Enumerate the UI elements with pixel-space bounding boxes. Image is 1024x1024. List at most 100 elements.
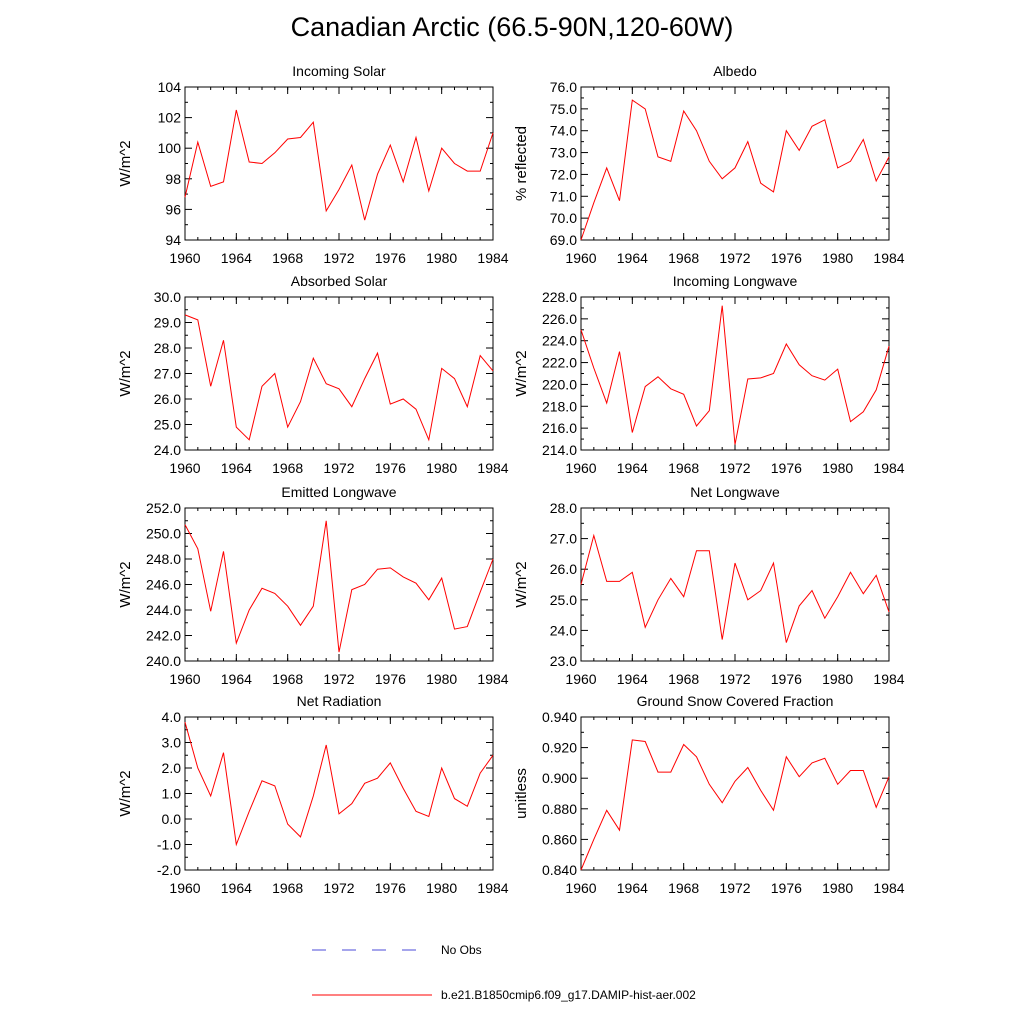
y-tick-label: 27.0 [154, 366, 181, 382]
series-line [580, 533, 890, 643]
x-tick-label: 1984 [477, 880, 508, 896]
x-tick-label: 1972 [719, 671, 750, 687]
y-axis-label: unitless [513, 768, 530, 819]
y-tick-label: 104 [158, 79, 182, 95]
plot-frame [580, 86, 890, 241]
x-tick-label: 1976 [771, 671, 802, 687]
x-tick-label: 1960 [169, 460, 200, 476]
y-tick-label: 0.920 [542, 740, 577, 756]
y-tick-label: 25.0 [550, 592, 577, 608]
x-tick-label: 1964 [617, 880, 648, 896]
x-tick-label: 1976 [771, 880, 802, 896]
panel-albedo: Albedo % reflected 1960 1964 1968 1972 1976 198… [513, 63, 905, 266]
y-tick-label: 216.0 [542, 420, 577, 436]
legend-label-no-obs: No Obs [441, 943, 482, 957]
y-tick-label: 242.0 [146, 628, 181, 644]
panel-title: Ground Snow Covered Fraction [637, 693, 834, 709]
series-line [184, 314, 494, 442]
y-tick-label: 220.0 [542, 376, 577, 392]
panel-title: Absorbed Solar [291, 273, 388, 289]
y-tick-label: 226.0 [542, 311, 577, 327]
y-tick-label: 244.0 [146, 602, 181, 618]
y-tick-label: 28.0 [550, 500, 577, 516]
figure-title: Canadian Arctic (66.5-90N,120-60W) [290, 12, 734, 42]
plot-frame [184, 716, 494, 871]
panel-net-radiation: Net Radiation W/m^2 1960 1964 1968 1972 1976 19… [117, 693, 509, 896]
panel-title: Albedo [713, 63, 757, 79]
x-tick-label: 1984 [477, 250, 508, 266]
x-tick-label: 1968 [668, 460, 699, 476]
y-tick-label: 71.0 [550, 188, 577, 204]
x-tick-label: 1980 [426, 250, 457, 266]
x-tick-label: 1980 [822, 250, 853, 266]
y-axis-label: W/m^2 [117, 561, 134, 607]
y-tick-label: 218.0 [542, 398, 577, 414]
y-tick-label: 26.0 [550, 561, 577, 577]
y-tick-label: 76.0 [550, 79, 577, 95]
y-tick-label: 222.0 [542, 355, 577, 371]
panel-title: Net Radiation [297, 693, 382, 709]
plot-frame [580, 296, 890, 451]
y-tick-label: 214.0 [542, 442, 577, 458]
y-tick-label: -2.0 [157, 862, 181, 878]
y-tick-label: 224.0 [542, 333, 577, 349]
panel-title: Incoming Longwave [673, 273, 798, 289]
x-tick-label: 1980 [426, 671, 457, 687]
plot-frame [184, 296, 494, 451]
x-tick-label: 1980 [426, 880, 457, 896]
y-tick-label: 0.940 [542, 709, 577, 725]
y-tick-label: 228.0 [542, 289, 577, 305]
x-tick-label: 1984 [873, 460, 904, 476]
x-tick-label: 1960 [169, 671, 200, 687]
x-tick-label: 1964 [221, 250, 252, 266]
y-tick-label: 0.840 [542, 862, 577, 878]
y-tick-label: 26.0 [154, 391, 181, 407]
y-axis-label: W/m^2 [513, 350, 530, 396]
x-tick-label: 1960 [565, 250, 596, 266]
y-tick-label: 94 [165, 232, 181, 248]
x-tick-label: 1968 [272, 250, 303, 266]
y-tick-label: 0.880 [542, 801, 577, 817]
y-tick-label: 69.0 [550, 232, 577, 248]
y-tick-label: 27.0 [550, 531, 577, 547]
y-tick-label: 102 [158, 110, 182, 126]
y-tick-label: 98 [165, 171, 181, 187]
y-tick-label: 2.0 [162, 760, 182, 776]
y-tick-label: 100 [158, 140, 182, 156]
x-tick-label: 1972 [719, 250, 750, 266]
x-tick-label: 1984 [873, 880, 904, 896]
series-line [184, 109, 494, 221]
plot-frame [184, 507, 494, 662]
panel-ground-snow-covered-fraction: Ground Snow Covered Fraction unitless 1960… [513, 693, 905, 896]
x-tick-label: 1964 [221, 671, 252, 687]
plot-frame [184, 86, 494, 241]
x-tick-label: 1984 [873, 671, 904, 687]
y-tick-label: 24.0 [154, 442, 181, 458]
y-tick-label: 0.0 [162, 811, 182, 827]
y-tick-label: 248.0 [146, 551, 181, 567]
x-tick-label: 1964 [617, 671, 648, 687]
x-tick-label: 1960 [565, 460, 596, 476]
x-tick-label: 1960 [169, 250, 200, 266]
x-tick-label: 1976 [375, 460, 406, 476]
x-tick-label: 1976 [771, 460, 802, 476]
x-tick-label: 1968 [668, 880, 699, 896]
panel-net-longwave: Net Longwave W/m^2 1960 1964 1968 1972 1976 198… [513, 484, 905, 687]
series-line [580, 739, 890, 871]
y-tick-label: 246.0 [146, 577, 181, 593]
series-line [184, 520, 494, 653]
x-tick-label: 1984 [873, 250, 904, 266]
x-tick-label: 1984 [477, 671, 508, 687]
x-tick-label: 1976 [375, 880, 406, 896]
x-tick-label: 1972 [719, 880, 750, 896]
x-tick-label: 1964 [617, 250, 648, 266]
plot-frame [580, 507, 890, 662]
y-tick-label: -1.0 [157, 837, 181, 853]
y-axis-label: % reflected [513, 126, 530, 201]
series-line [184, 721, 494, 847]
x-tick-label: 1976 [375, 671, 406, 687]
x-tick-label: 1972 [323, 880, 354, 896]
y-tick-label: 28.0 [154, 340, 181, 356]
x-tick-label: 1968 [668, 671, 699, 687]
